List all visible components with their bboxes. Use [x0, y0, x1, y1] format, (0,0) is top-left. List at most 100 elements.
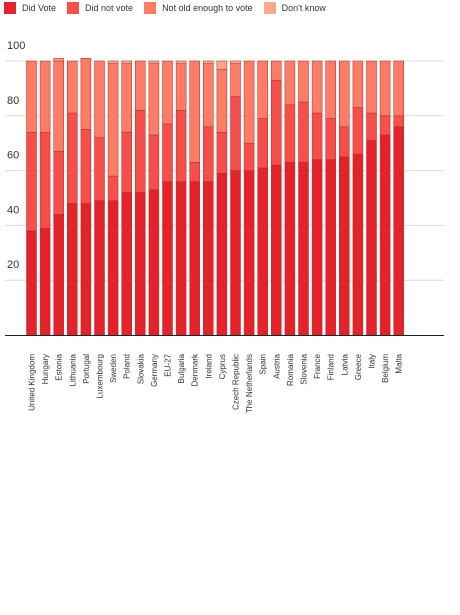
bar-segment-did-not-vote-slovakia: [135, 110, 146, 193]
bar-segment-did-vote-finland: [325, 159, 336, 336]
bar-segment-did-vote-cyprus: [216, 173, 228, 336]
bar-segment-did-not-vote-lithuania: [67, 112, 78, 204]
bar-segment-not-old-enough-to-vote-bulgaria: [175, 63, 187, 111]
x-tick-label: Latvia: [340, 353, 349, 375]
bar-segment-not-old-enough-to-vote-luxembourg: [94, 60, 105, 138]
x-tick-label: Malta: [395, 353, 404, 373]
chart-legend: Did Vote Did not vote Not old enough to vo…: [4, 1, 337, 15]
bar-segment-did-vote-france: [311, 159, 323, 336]
bar-segment-not-old-enough-to-vote-ireland: [203, 63, 214, 128]
bar-segment-not-old-enough-to-vote-czech-republic: [230, 63, 241, 97]
bar-segment-don-t-know-germany: [148, 60, 160, 64]
x-tick-label: Poland: [123, 354, 132, 379]
bar-segment-not-old-enough-to-vote-lithuania: [67, 60, 78, 114]
bar-segment-did-vote-denmark: [189, 181, 200, 336]
bar-segment-did-vote-czech-republic: [230, 170, 241, 336]
bar-segment-not-old-enough-to-vote-sweden: [107, 63, 119, 177]
bar-segment-not-old-enough-to-vote-slovakia: [135, 60, 146, 111]
bar-segment-did-not-vote-greece: [352, 107, 364, 155]
bar-segment-did-not-vote-ireland: [203, 126, 214, 182]
x-tick-label: Luxembourg: [96, 354, 105, 398]
legend-label: Did Vote: [22, 3, 57, 13]
bars: [26, 58, 404, 336]
bar-segment-did-vote-germany: [148, 189, 160, 336]
bar-segment-not-old-enough-to-vote-portugal: [80, 58, 92, 130]
bar-segment-did-not-vote-poland: [121, 131, 132, 193]
x-tick-label: Lithuania: [68, 353, 77, 386]
bar-segment-not-old-enough-to-vote-united-kingdom: [26, 60, 37, 133]
bar-segment-did-vote-bulgaria: [175, 181, 187, 336]
x-tick-label: Germany: [150, 354, 159, 387]
bar-segment-not-old-enough-to-vote-the-netherlands: [243, 60, 255, 144]
y-tick-label: 100: [7, 40, 25, 52]
bar-segment-did-not-vote-czech-republic: [230, 96, 241, 171]
bar-segment-did-not-vote-sweden: [107, 175, 119, 201]
bar-segment-did-vote-greece: [352, 153, 364, 336]
bar-segment-did-vote-ireland: [203, 181, 214, 336]
x-tick-label: Greece: [354, 353, 363, 380]
legend-label: Not old enough to vote: [162, 3, 253, 13]
bar-segment-did-not-vote-italy: [366, 112, 377, 141]
x-tick-label: Hungary: [41, 354, 50, 384]
bar-segment-not-old-enough-to-vote-cyprus: [216, 68, 228, 133]
bar-segment-did-not-vote-belgium: [379, 115, 391, 136]
bar-segment-did-vote-austria: [271, 164, 282, 336]
bar-segment-not-old-enough-to-vote-denmark: [189, 60, 200, 163]
legend-swatch: [263, 2, 276, 14]
x-tick-label: Austria: [272, 353, 281, 378]
bar-segment-did-vote-poland: [121, 192, 132, 336]
bar-segment-did-vote-spain: [257, 167, 268, 336]
x-tick-label: Italy: [368, 354, 377, 369]
bar-segment-did-not-vote-romania: [284, 104, 296, 163]
x-tick-label: Bulgaria: [177, 353, 186, 383]
bar-segment-did-not-vote-denmark: [189, 162, 200, 182]
bar-segment-don-t-know-estonia: [53, 58, 64, 62]
bar-segment-did-not-vote-spain: [257, 118, 268, 169]
bar-segment-did-not-vote-bulgaria: [175, 110, 187, 182]
y-tick-label: 20: [7, 259, 19, 271]
bar-segment-did-not-vote-latvia: [339, 126, 350, 158]
legend-label: Don't know: [281, 3, 326, 13]
bar-segment-don-t-know-poland: [121, 60, 132, 64]
bar-segment-not-old-enough-to-vote-austria: [271, 60, 282, 81]
bar-segment-did-not-vote-hungary: [39, 131, 51, 229]
legend-label: Did not vote: [85, 3, 134, 13]
bar-segment-not-old-enough-to-vote-belgium: [379, 60, 391, 117]
bar-segment-don-t-know-czech-republic: [230, 60, 241, 64]
bar-segment-did-vote-malta: [393, 126, 404, 336]
bar-segment-not-old-enough-to-vote-greece: [352, 60, 364, 108]
bar-segment-did-not-vote-germany: [148, 134, 160, 191]
bar-segment-did-vote-slovenia: [298, 162, 309, 336]
axis-labels: 20 40 60 80 100 United Kingdom Hungary Estonia L…: [7, 40, 404, 413]
x-tick-label: Belgium: [381, 354, 390, 383]
y-tick-label: 40: [7, 204, 19, 216]
bar-segment-did-vote-sweden: [107, 200, 119, 336]
bar-segment-did-vote-romania: [284, 162, 296, 336]
bar-segment-not-old-enough-to-vote-eu-27: [162, 60, 173, 125]
bar-segment-did-vote-the-netherlands: [243, 170, 255, 336]
bar-segment-did-vote-eu-27: [162, 181, 173, 336]
x-tick-label: Portugal: [82, 354, 91, 384]
bar-segment-not-old-enough-to-vote-poland: [121, 63, 132, 133]
bar-segment-did-vote-portugal: [80, 203, 92, 336]
bar-segment-did-not-vote-the-netherlands: [243, 142, 255, 171]
bar-segment-did-not-vote-estonia: [53, 151, 64, 215]
legend-swatch: [67, 2, 80, 14]
bar-segment-did-vote-latvia: [339, 156, 350, 336]
bar-segment-don-t-know-cyprus: [216, 60, 228, 70]
x-tick-label: Estonia: [55, 353, 64, 380]
x-tick-label: Cyprus: [218, 354, 227, 379]
bar-segment-did-vote-slovakia: [135, 192, 146, 336]
bar-segment-did-not-vote-finland: [325, 118, 336, 160]
bar-segment-not-old-enough-to-vote-malta: [393, 60, 404, 117]
bar-segment-did-not-vote-france: [311, 112, 323, 160]
bar-segment-not-old-enough-to-vote-france: [311, 60, 323, 114]
bar-segment-not-old-enough-to-vote-italy: [366, 60, 377, 114]
bar-segment-don-t-know-bulgaria: [175, 60, 187, 64]
x-tick-label: Denmark: [191, 353, 200, 386]
bar-segment-did-vote-belgium: [379, 134, 391, 336]
x-tick-label: Romania: [286, 353, 295, 386]
bar-segment-did-vote-italy: [366, 140, 377, 336]
bar-segment-did-not-vote-slovenia: [298, 101, 309, 163]
